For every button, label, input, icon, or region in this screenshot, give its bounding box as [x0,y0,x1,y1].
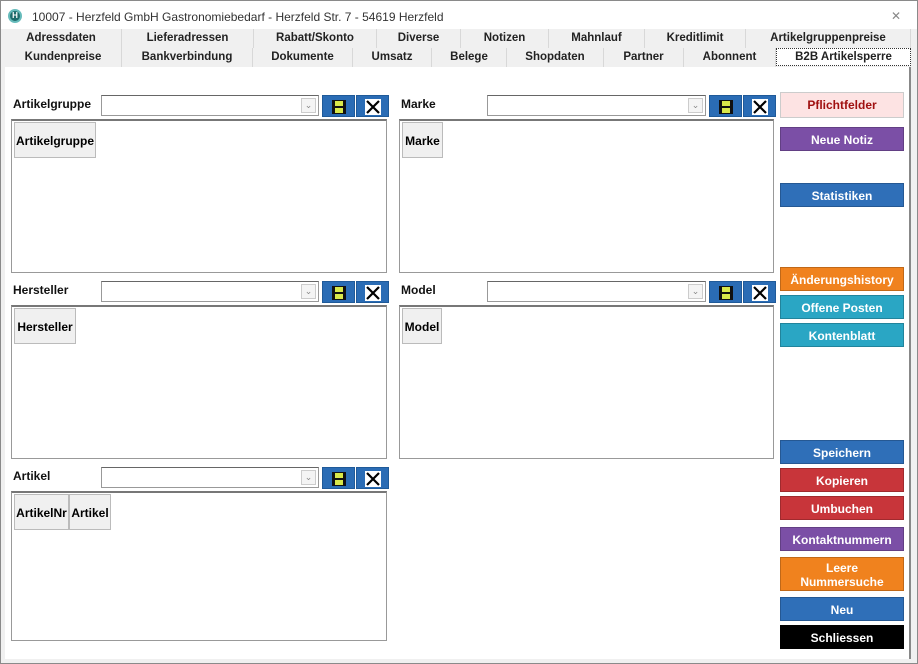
model-column-header[interactable]: Model [402,308,442,344]
artikel-save-button[interactable] [322,467,355,489]
änderungshistory-button[interactable]: Änderungshistory [780,267,904,291]
kontenblatt-button[interactable]: Kontenblatt [780,323,904,347]
artikel-label: Artikel [13,469,51,483]
marke-column-header[interactable]: Marke [402,122,443,158]
speichern-button[interactable]: Speichern [780,440,904,464]
save-icon [331,100,347,119]
title-bar: H 10007 - Herzfeld GmbH Gastronomiebedar… [1,1,917,29]
tab-notizen[interactable]: Notizen [461,29,549,48]
hersteller-label: Hersteller [13,283,69,297]
artikel-combobox[interactable]: ⌄ [101,467,319,488]
chevron-down-icon[interactable]: ⌄ [301,98,316,113]
close-icon [364,99,381,119]
artikelgruppe-column-header[interactable]: Artikelgruppe [14,122,96,158]
app-icon: H [8,9,22,23]
leere-nummersuche-button[interactable]: Leere Nummersuche [780,557,904,591]
tab-diverse[interactable]: Diverse [377,29,461,48]
model-clear-button[interactable] [743,281,776,303]
close-icon [364,471,381,491]
marke-list[interactable]: Marke [399,119,774,273]
artikel-clear-button[interactable] [356,467,389,489]
statistiken-button[interactable]: Statistiken [780,183,904,207]
tab-mahnlauf[interactable]: Mahnlauf [549,29,645,48]
chevron-down-icon[interactable]: ⌄ [688,284,703,299]
artikelgruppe-list[interactable]: Artikelgruppe [11,119,387,273]
hersteller-save-button[interactable] [322,281,355,303]
tab-lieferadressen[interactable]: Lieferadressen [122,29,254,48]
tab-adressdaten[interactable]: Adressdaten [1,29,122,48]
schliessen-button[interactable]: Schliessen [780,625,904,649]
save-icon [331,472,347,491]
tab-artikelgruppenpreise[interactable]: Artikelgruppenpreise [746,29,911,48]
offene-posten-button[interactable]: Offene Posten [780,295,904,319]
chevron-down-icon[interactable]: ⌄ [301,470,316,485]
tab-kundenpreise[interactable]: Kundenpreise [5,48,122,67]
marke-label: Marke [401,97,436,111]
pflichtfelder-button[interactable]: Pflichtfelder [780,92,904,118]
close-icon [364,285,381,305]
save-icon [718,100,734,119]
save-icon [331,286,347,305]
chevron-down-icon[interactable]: ⌄ [688,98,703,113]
artikelgruppe-combobox[interactable]: ⌄ [101,95,319,116]
close-icon [751,285,768,305]
marke-save-button[interactable] [709,95,742,117]
tab-belege[interactable]: Belege [432,48,507,67]
tab-b2b-artikelsperre[interactable]: B2B Artikelsperre [776,48,911,66]
tab-rabatt-skonto[interactable]: Rabatt/Skonto [254,29,377,48]
save-icon [718,286,734,305]
close-icon [751,99,768,119]
window-title: 10007 - Herzfeld GmbH Gastronomiebedarf … [32,10,444,24]
artikel-column-header[interactable]: Artikel [69,494,111,530]
model-combobox[interactable]: ⌄ [487,281,706,302]
artikelgruppe-label: Artikelgruppe [13,97,92,111]
tab-abonnent[interactable]: Abonnent [684,48,776,67]
tab-partner[interactable]: Partner [604,48,684,67]
chevron-down-icon[interactable]: ⌄ [301,284,316,299]
hersteller-list[interactable]: Hersteller [11,305,387,459]
model-list[interactable]: Model [399,305,774,459]
hersteller-clear-button[interactable] [356,281,389,303]
tab-dokumente[interactable]: Dokumente [253,48,353,67]
marke-combobox[interactable]: ⌄ [487,95,706,116]
artikel-list[interactable]: ArtikelNr Artikel [11,491,387,641]
neu-button[interactable]: Neu [780,597,904,621]
tab-shopdaten[interactable]: Shopdaten [507,48,604,67]
neue-notiz-button[interactable]: Neue Notiz [780,127,904,151]
artikelgruppe-save-button[interactable] [322,95,355,117]
hersteller-column-header[interactable]: Hersteller [14,308,76,344]
marke-clear-button[interactable] [743,95,776,117]
model-save-button[interactable] [709,281,742,303]
tab-kreditlimit[interactable]: Kreditlimit [645,29,746,48]
umbuchen-button[interactable]: Umbuchen [780,496,904,520]
close-icon[interactable]: ✕ [890,9,901,23]
kontaktnummern-button[interactable]: Kontaktnummern [780,527,904,551]
artikelgruppe-clear-button[interactable] [356,95,389,117]
artikel-column-header[interactable]: ArtikelNr [14,494,69,530]
model-label: Model [401,283,436,297]
hersteller-combobox[interactable]: ⌄ [101,281,319,302]
tab-bankverbindung[interactable]: Bankverbindung [122,48,253,67]
kopieren-button[interactable]: Kopieren [780,468,904,492]
tab-umsatz[interactable]: Umsatz [353,48,432,67]
